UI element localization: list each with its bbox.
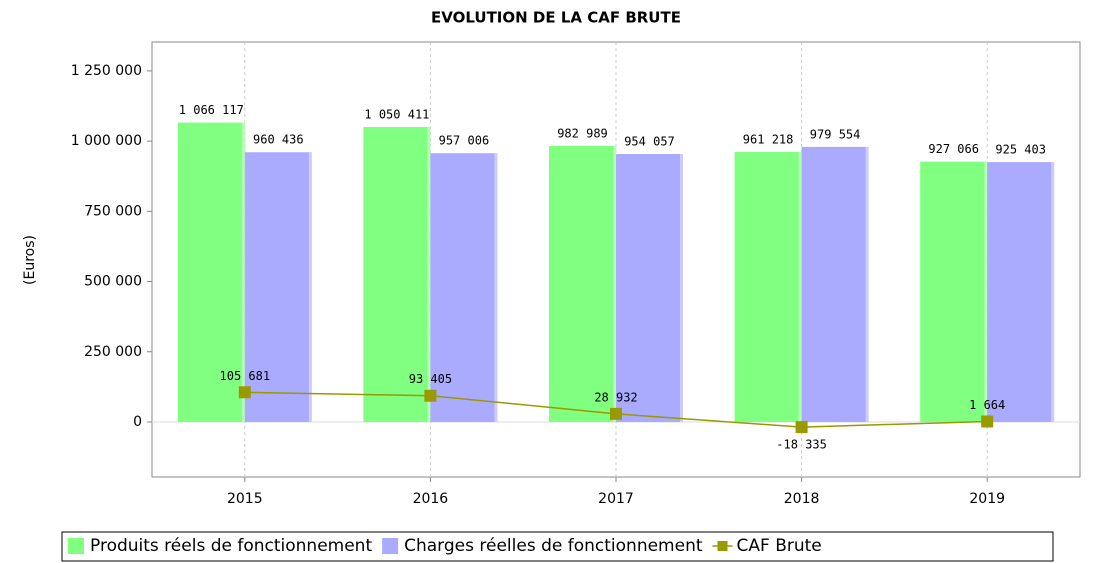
bar: [987, 162, 1055, 422]
value-label: 979 554: [810, 127, 861, 141]
value-label: 957 006: [439, 134, 490, 148]
bar-shade: [984, 161, 988, 422]
x-tick-label: 2015: [227, 491, 263, 507]
value-label: 28 932: [594, 390, 637, 404]
bar-shade: [241, 122, 245, 422]
bar-shade: [1051, 162, 1055, 422]
value-label: 961 218: [743, 133, 794, 147]
legend-swatch: [382, 538, 399, 554]
marker: [424, 389, 437, 402]
bar: [549, 145, 616, 422]
value-label: -18 335: [776, 438, 827, 452]
legend-swatch: [68, 538, 84, 554]
value-label: 954 057: [624, 135, 675, 149]
y-tick-label: 500 000: [84, 274, 142, 290]
marker: [610, 407, 622, 420]
value-label: 1 066 117: [179, 103, 244, 117]
legend-label: CAF Brute: [737, 536, 822, 556]
value-label: 927 066: [928, 142, 979, 156]
bar: [430, 153, 498, 422]
bar-shade: [308, 152, 312, 422]
marker: [981, 415, 994, 428]
bar: [801, 146, 869, 422]
x-tick-label: 2018: [784, 491, 820, 507]
marker: [795, 421, 808, 434]
x-tick-label: 2017: [598, 491, 634, 507]
legend-label: Produits réels de fonctionnement: [90, 536, 372, 556]
bar: [177, 122, 245, 422]
value-label: 982 989: [557, 126, 608, 140]
legend-box: [61, 531, 1054, 562]
y-tick-label: 750 000: [84, 203, 142, 219]
bar-shade: [427, 126, 431, 422]
bar-shade: [680, 154, 683, 422]
bar: [734, 152, 802, 422]
value-label: 960 436: [253, 133, 304, 147]
legend-label: Charges réelles de fonctionnement: [404, 536, 703, 556]
bar: [920, 161, 988, 422]
value-label: 93 405: [409, 372, 452, 386]
value-label: 105 681: [220, 369, 271, 383]
y-axis-label: (Euros): [22, 235, 38, 285]
y-tick-label: 0: [133, 414, 142, 430]
bar-shade: [613, 145, 616, 422]
bar: [244, 152, 312, 422]
value-label: 1 664: [969, 398, 1005, 412]
bar-shade: [798, 152, 802, 422]
value-label: 925 403: [995, 143, 1046, 157]
marker: [238, 386, 251, 399]
bar-shade: [494, 153, 498, 422]
bar: [616, 154, 683, 422]
y-tick-label: 1 000 000: [71, 133, 142, 149]
value-label: 1 050 411: [364, 107, 429, 121]
chart-title: EVOLUTION DE LA CAF BRUTE: [431, 9, 681, 27]
x-tick-label: 2016: [413, 491, 449, 507]
legend-swatch: [717, 541, 728, 551]
bar-shade: [865, 146, 869, 422]
x-tick-label: 2019: [969, 491, 1005, 507]
y-tick-label: 250 000: [84, 344, 142, 360]
y-tick-label: 1 250 000: [71, 63, 142, 79]
bar: [363, 126, 431, 422]
